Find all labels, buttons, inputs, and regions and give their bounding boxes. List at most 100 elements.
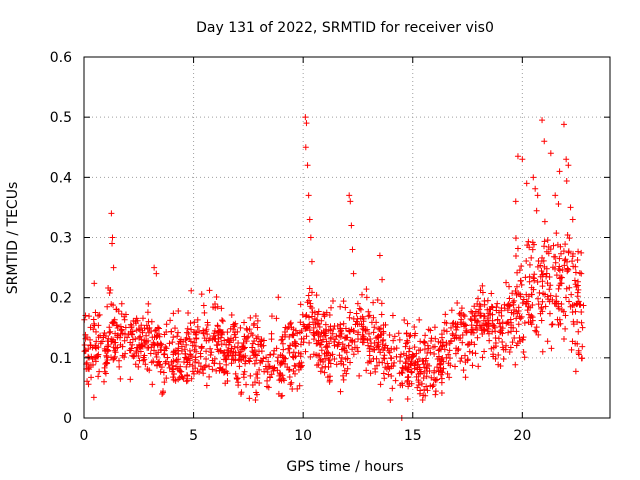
data-point (227, 325, 234, 332)
data-point (242, 360, 249, 367)
data-point (323, 309, 330, 316)
data-point (271, 364, 278, 371)
data-point (302, 114, 309, 121)
data-point (454, 321, 461, 328)
data-point (432, 388, 439, 395)
data-point (566, 298, 573, 305)
data-point (323, 350, 330, 357)
data-point (292, 363, 299, 370)
data-point (118, 311, 125, 318)
data-point (88, 374, 95, 381)
data-point (192, 331, 199, 338)
data-point (343, 349, 350, 356)
data-point (366, 348, 373, 355)
data-point (579, 343, 586, 350)
data-point (169, 362, 176, 369)
data-point (129, 336, 136, 343)
data-point (474, 317, 481, 324)
data-point (529, 239, 536, 246)
data-point (425, 345, 432, 352)
data-point (368, 358, 375, 365)
data-point (506, 348, 513, 355)
data-point (114, 321, 121, 328)
data-point (576, 270, 583, 277)
data-point (539, 348, 546, 355)
data-point (213, 293, 220, 300)
data-point (560, 121, 567, 128)
data-point (240, 344, 247, 351)
axis-ticks: 0 5 10 15 20 0 0.1 0.2 0.3 0.4 0.5 0.6 (50, 50, 610, 444)
data-point (92, 309, 99, 316)
data-point (547, 292, 554, 299)
data-point (104, 303, 111, 310)
data-point (295, 361, 302, 368)
data-point (172, 325, 179, 332)
data-point (461, 321, 468, 328)
data-point (243, 325, 250, 332)
data-point (187, 351, 194, 358)
data-point (149, 381, 156, 388)
data-point (198, 343, 205, 350)
data-point (552, 259, 559, 266)
data-point (562, 241, 569, 248)
data-point (90, 316, 97, 323)
data-point (246, 358, 253, 365)
data-point (326, 357, 333, 364)
data-point (252, 396, 259, 403)
data-point (287, 381, 294, 388)
data-point (424, 342, 431, 349)
data-point (207, 335, 214, 342)
data-point (498, 312, 505, 319)
data-point (340, 372, 347, 379)
data-point (286, 345, 293, 352)
data-point (90, 326, 97, 333)
data-point (421, 340, 428, 347)
data-point (111, 355, 118, 362)
data-point (450, 319, 457, 326)
data-point (574, 319, 581, 326)
data-point (237, 348, 244, 355)
data-point (403, 352, 410, 359)
data-point (218, 305, 225, 312)
data-point (508, 309, 515, 316)
data-point (533, 324, 540, 331)
data-point (346, 314, 353, 321)
data-point (175, 365, 182, 372)
data-point (398, 369, 405, 376)
data-point (317, 333, 324, 340)
data-point (306, 216, 313, 223)
data-point (569, 258, 576, 265)
data-point (391, 359, 398, 366)
data-point (467, 329, 474, 336)
data-point (552, 253, 559, 260)
data-point (452, 363, 459, 370)
data-point (297, 319, 304, 326)
data-point (338, 354, 345, 361)
data-point (418, 380, 425, 387)
data-point (161, 350, 168, 357)
data-point (434, 364, 441, 371)
data-point (129, 331, 136, 338)
data-point (184, 359, 191, 366)
data-point (395, 330, 402, 337)
data-point (274, 357, 281, 364)
data-point (143, 332, 150, 339)
data-point (423, 365, 430, 372)
data-point (183, 378, 190, 385)
data-point (514, 245, 521, 252)
data-point (378, 311, 385, 318)
data-point (279, 340, 286, 347)
data-point (405, 366, 412, 373)
data-point (546, 310, 553, 317)
data-point (488, 290, 495, 297)
data-point (346, 327, 353, 334)
data-point (243, 334, 250, 341)
data-point (495, 361, 502, 368)
data-point (83, 359, 90, 366)
data-point (145, 300, 152, 307)
data-point (135, 363, 142, 370)
data-point (148, 318, 155, 325)
data-point (538, 268, 545, 275)
data-point (442, 311, 449, 318)
data-point (556, 168, 563, 175)
